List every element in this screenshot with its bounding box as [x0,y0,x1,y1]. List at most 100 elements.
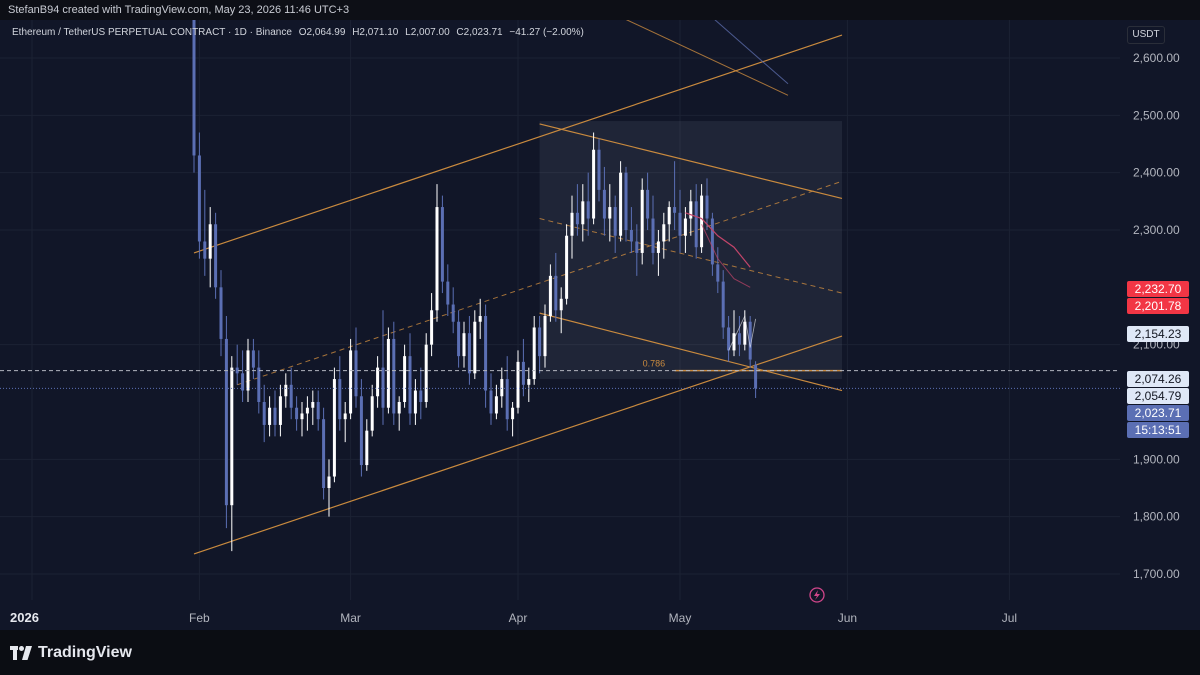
candle-body [343,413,347,420]
price-tag: 15:13:51 [1127,422,1189,439]
candle [349,338,353,420]
candle-body [559,298,563,311]
candle [424,333,428,408]
currency-button[interactable]: USDT [1127,26,1165,44]
candle-body [284,384,288,397]
candle-body [511,407,515,420]
tradingview-logo[interactable]: TradingView [10,644,132,662]
candle-body [678,212,682,236]
drawings-layer: 0.786 [193,20,843,555]
candle [710,212,714,276]
candle [716,247,720,294]
candle [538,316,542,374]
candle [316,390,320,431]
candle-body [494,396,498,414]
candle [543,304,547,368]
ohlc-high: H2,071.10 [352,27,399,38]
candle-body [295,407,299,420]
candle [505,356,509,431]
candle [689,189,693,236]
candle-body [565,235,569,299]
ohlc-low: L2,007.00 [405,27,450,38]
top-bar: StefanB94 created with TradingView.com, … [0,0,1200,20]
price-chart[interactable]: 0.786 2,600.00 2,500.00 2,400.00 2,300.00 2,… [0,20,1200,630]
candle [311,390,315,425]
candle [651,195,655,265]
candle-body [230,367,234,506]
candle-body [392,338,396,414]
candle-body [629,230,633,242]
candle-body [262,402,266,425]
candle [278,384,282,437]
candle [430,293,434,357]
candle-body [376,367,380,397]
candle [494,384,498,420]
candle-body [300,413,304,420]
time-axis: 2026 Feb Mar Apr May Jun Jul [10,610,1017,625]
candle-body [570,212,574,236]
candle [392,321,396,425]
candle-body [721,281,725,328]
candle-body [273,407,277,425]
candle [640,178,644,265]
candle [608,184,612,242]
candles-layer [192,20,758,552]
candle-body [322,419,326,488]
candle [214,212,218,299]
symbol-name: Ethereum / TetherUS PERPETUAL CONTRACT ·… [12,27,292,38]
candle [705,178,709,230]
candle-body [554,275,558,311]
old-trend-line [625,20,789,96]
price-tick-label: 1,900.00 [1133,452,1180,466]
candle-body [694,201,698,248]
candle [662,212,666,259]
channel-mid-line [237,180,843,386]
candle [257,350,261,414]
candle-body [651,218,655,253]
candle [203,189,207,276]
time-tick-label: Mar [340,611,361,625]
candle [554,252,558,322]
candle-body [624,172,628,230]
grid-lines [0,20,1120,600]
candle-body [705,195,709,219]
candle-body [635,241,639,253]
lightning-icon [809,587,825,603]
time-tick-label: Feb [189,611,210,625]
symbol-legend: Ethereum / TetherUS PERPETUAL CONTRACT ·… [12,27,588,38]
candle [592,132,596,225]
candle [635,224,639,276]
candle [527,367,531,402]
moving-average-line-2 [701,224,751,288]
candle [322,407,326,500]
candle [581,184,585,242]
candle-body [500,379,504,397]
candle-body [327,476,331,488]
candle-body [332,379,336,477]
candle-body [208,224,212,259]
candle [683,207,687,253]
candle-body [424,344,428,402]
candle [397,396,401,431]
candle-body [754,364,758,389]
price-tag: 2,201.78 [1127,298,1189,315]
candle [408,333,412,425]
candle [305,396,309,431]
price-tag: 2,054.79 [1127,388,1189,405]
candle [656,230,660,276]
candle-body [365,430,369,466]
candle-body [435,207,439,311]
candle-body [203,241,207,259]
candle-body [413,390,417,414]
candle-body [516,361,520,408]
candle-body [251,350,255,368]
candle-body [748,321,752,360]
chart-area[interactable] [0,20,1200,630]
candle-body [386,338,390,408]
candle-body [381,367,385,408]
channel-lower-line [193,335,843,555]
candle [273,390,277,437]
candle-body [354,350,358,397]
candle [500,367,504,408]
candle-body [619,172,623,236]
